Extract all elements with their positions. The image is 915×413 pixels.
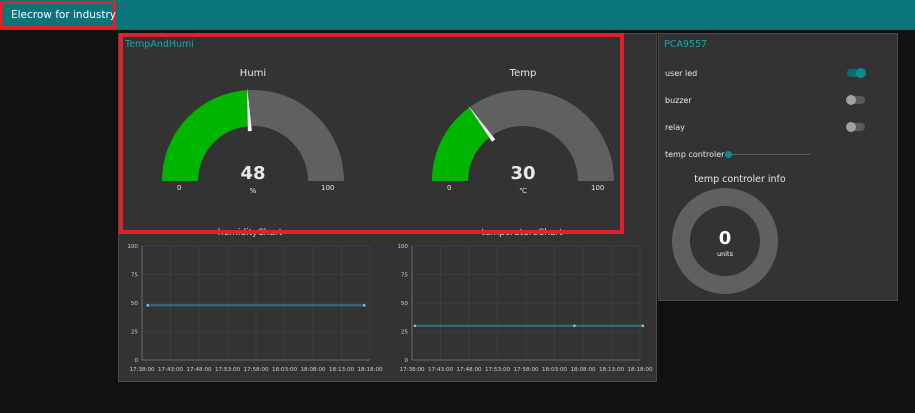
humidity-chart-x-tick: 18:08:00 xyxy=(300,367,326,373)
user-led-switch[interactable] xyxy=(847,68,866,78)
temperature-chart-x-tick: 18:13:00 xyxy=(599,367,625,373)
temperature-chart-title: temperatureChart xyxy=(481,228,563,238)
humi-gauge xyxy=(162,87,344,181)
temperature-chart-y-tick: 0 xyxy=(404,358,408,364)
humidity-chart: 17:38:00 17:43:00 17:48:00 17:53:00 17:58:00… xyxy=(127,244,383,373)
temp-gauge-min: 0 xyxy=(447,184,452,192)
temperature-chart-x-tick: 17:38:00 xyxy=(399,367,425,373)
humi-gauge-fill xyxy=(162,90,250,181)
temp-controler-label: temp controler xyxy=(665,150,725,159)
temp-gauge-label: Temp xyxy=(509,68,537,79)
pca9557-group xyxy=(658,33,898,301)
humi-gauge-value: 48 xyxy=(240,163,266,184)
pca9557-title: PCA9557 xyxy=(664,39,708,50)
temp-controler-slider-handle[interactable] xyxy=(725,151,732,158)
buzzer-label: buzzer xyxy=(665,96,692,105)
menu-button[interactable]: Elecrow for industry xyxy=(0,1,116,29)
temperature-chart-y-tick: 50 xyxy=(401,301,409,307)
temp-gauge-fill xyxy=(432,107,491,181)
temp-gauge-value: 30 xyxy=(510,163,536,184)
humidity-chart-x-tick: 17:58:00 xyxy=(243,367,269,373)
temperature-chart-x-tick: 17:48:00 xyxy=(456,367,482,373)
temperature-chart-y-tick: 75 xyxy=(401,273,409,279)
temperature-chart-y-tick: 25 xyxy=(401,330,409,336)
user-led-label: user led xyxy=(665,69,698,78)
buzzer-switch[interactable] xyxy=(846,95,865,105)
temperature-chart-x-tick: 17:43:00 xyxy=(428,367,454,373)
humidity-chart-point xyxy=(363,303,366,307)
temp-gauge-unit: ℃ xyxy=(519,187,527,195)
humi-gauge-max: 100 xyxy=(321,184,335,192)
donut-unit: units xyxy=(717,250,733,258)
temperature-chart-x-tick: 17:58:00 xyxy=(513,367,539,373)
humidity-chart-y-tick: 75 xyxy=(131,273,139,279)
temperature-chart-point xyxy=(641,324,645,328)
humidity-chart-y-tick: 100 xyxy=(127,244,138,250)
app-title: Elecrow for industry xyxy=(11,9,117,21)
humidity-chart-x-tick: 18:03:00 xyxy=(272,367,298,373)
switch-knob xyxy=(856,68,866,78)
humi-gauge-label: Humi xyxy=(239,68,267,79)
dashboard-group xyxy=(118,33,657,382)
temp-controler-donut xyxy=(672,188,778,294)
temp-gauge-max: 100 xyxy=(591,184,605,192)
donut-value: 0 xyxy=(718,228,732,249)
humi-gauge-min: 0 xyxy=(177,184,182,192)
temperature-chart-x-tick: 18:08:00 xyxy=(570,367,596,373)
temperature-chart-x-tick: 18:03:00 xyxy=(542,367,568,373)
humidity-chart-y-tick: 25 xyxy=(131,330,139,336)
humidity-chart-y-tick: 50 xyxy=(131,301,139,307)
humidity-chart-y-tick: 0 xyxy=(134,358,138,364)
temp-gauge-track xyxy=(432,90,614,181)
relay-label: relay xyxy=(665,123,685,132)
temperature-chart-x-tick: 18:18:00 xyxy=(627,367,653,373)
temperature-chart-y-tick: 100 xyxy=(397,244,408,250)
temperature-chart: 17:38:00 17:43:00 17:48:00 17:53:00 17:58:00… xyxy=(397,244,653,373)
top-bar xyxy=(0,0,915,30)
humi-gauge-needle xyxy=(247,87,252,132)
switch-knob xyxy=(846,95,856,105)
relay-switch[interactable] xyxy=(846,122,865,132)
temp-controler-info-title: temp controler info xyxy=(694,174,786,185)
tempandhumi-title: TempAndHumi xyxy=(125,39,194,50)
humi-gauge-unit: % xyxy=(249,187,257,195)
temperature-chart-x-tick: 17:53:00 xyxy=(485,367,511,373)
humidity-chart-x-tick: 17:38:00 xyxy=(129,367,155,373)
temp-gauge xyxy=(432,90,614,181)
temperature-chart-point xyxy=(413,324,417,328)
temp-gauge-needle xyxy=(467,104,496,142)
humidity-chart-x-tick: 17:43:00 xyxy=(158,367,184,373)
humidity-chart-title: humidityChart xyxy=(217,228,283,238)
humidity-chart-point xyxy=(146,303,149,307)
humidity-chart-x-tick: 17:48:00 xyxy=(186,367,212,373)
temp-controler-slider-track[interactable] xyxy=(728,154,810,155)
humidity-chart-x-tick: 17:53:00 xyxy=(215,367,241,373)
temperature-chart-point xyxy=(573,324,576,328)
humidity-chart-x-tick: 18:13:00 xyxy=(329,367,355,373)
switch-knob xyxy=(846,122,856,132)
humidity-chart-x-tick: 18:18:00 xyxy=(357,367,383,373)
